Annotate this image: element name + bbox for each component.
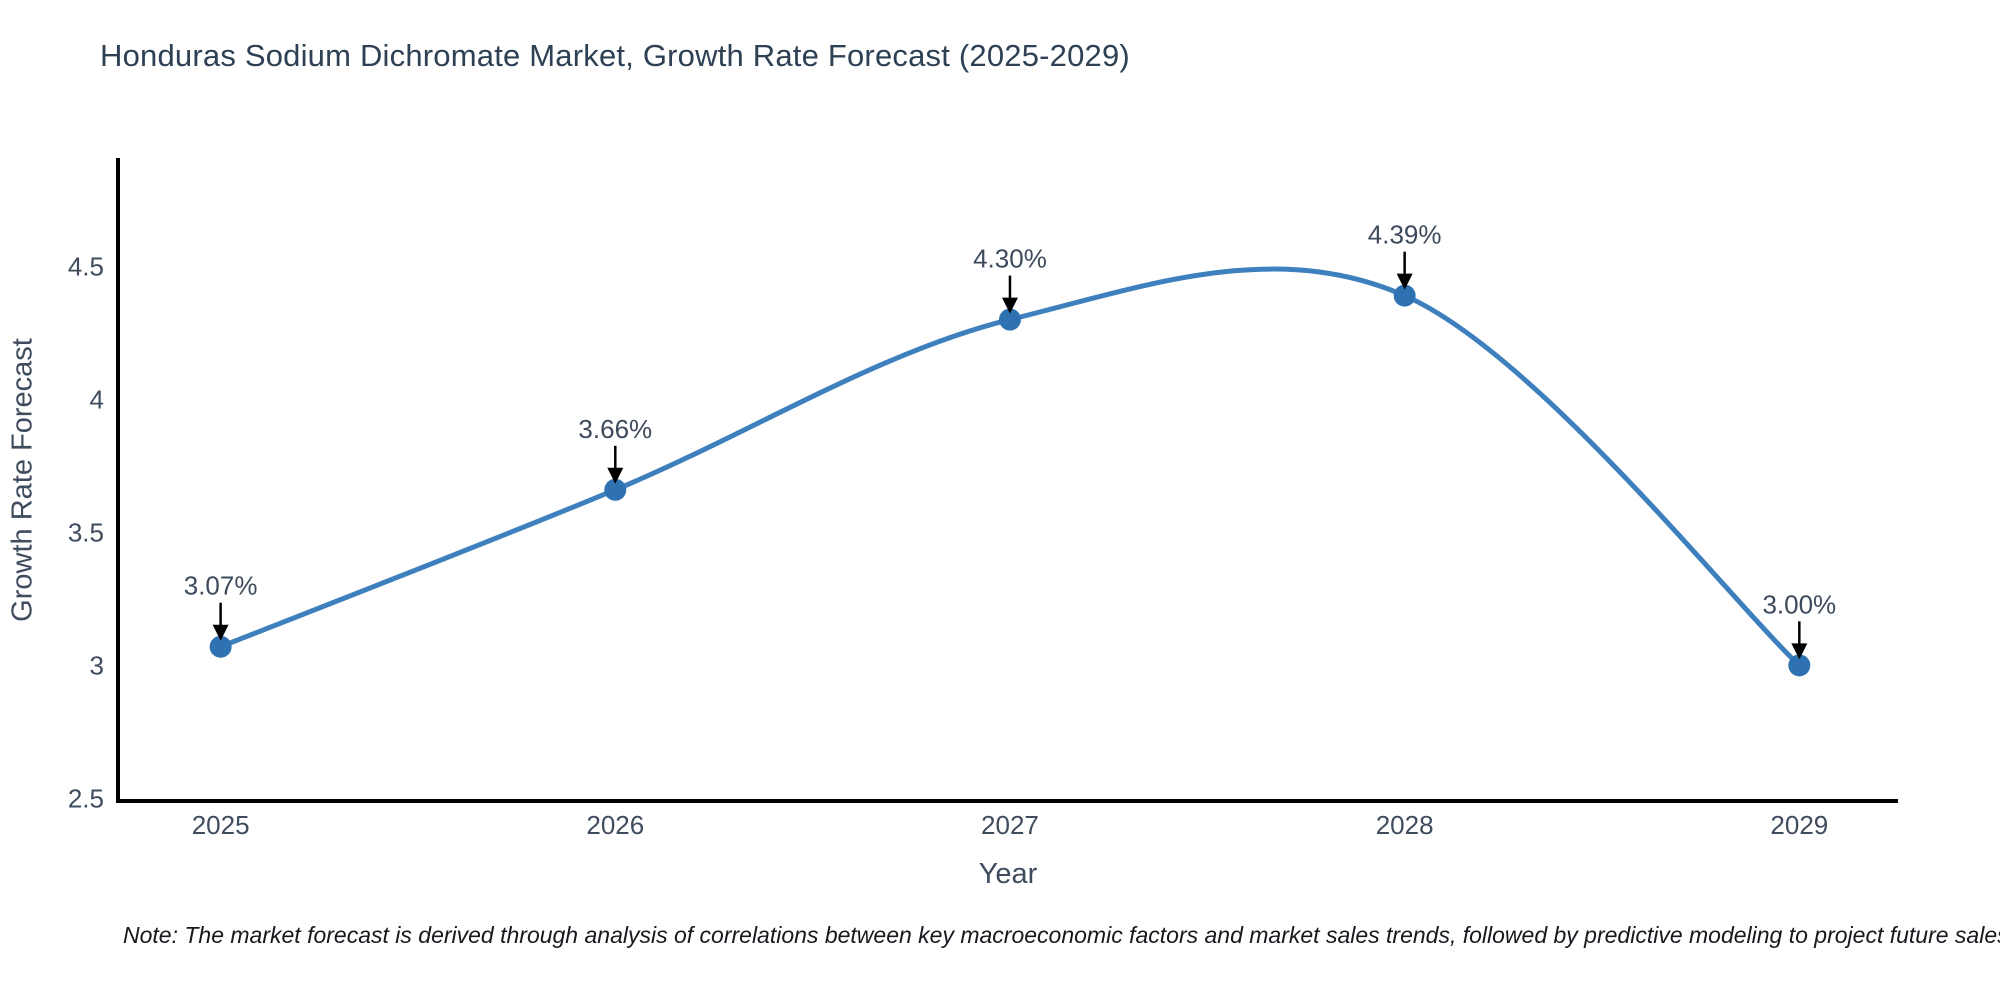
y-tick-label: 2.5: [68, 783, 104, 813]
y-tick-label: 4.5: [68, 251, 104, 281]
annotation-arrow-head: [1396, 273, 1413, 290]
data-point-marker: [998, 308, 1021, 331]
data-point-label: 4.39%: [1368, 220, 1442, 250]
annotation-arrow-head: [212, 624, 229, 641]
x-tick-label: 2029: [1770, 810, 1828, 840]
data-point-label: 3.00%: [1762, 589, 1836, 619]
annotation-arrow-head: [1001, 297, 1018, 314]
annotation-arrow-head: [1791, 643, 1808, 660]
y-tick-label: 4: [90, 384, 104, 414]
data-point-marker: [1393, 284, 1416, 307]
data-point-marker: [1788, 654, 1811, 677]
x-tick-label: 2026: [586, 810, 644, 840]
x-tick-label: 2027: [981, 810, 1039, 840]
x-axis-title: Year: [978, 858, 1038, 890]
chart-title: Honduras Sodium Dichromate Market, Growt…: [100, 38, 1130, 73]
data-point-label: 3.07%: [184, 571, 258, 601]
data-point-marker: [604, 478, 627, 501]
y-axis-title: Growth Rate Forecast: [6, 338, 39, 622]
y-tick-label: 3: [90, 650, 104, 680]
footnote: Note: The market forecast is derived thr…: [123, 922, 2000, 948]
y-tick-label: 3.5: [68, 517, 104, 547]
data-point-label: 4.30%: [973, 244, 1047, 274]
x-tick-label: 2028: [1376, 810, 1434, 840]
x-tick-label: 2025: [192, 810, 250, 840]
data-point-label: 3.66%: [578, 414, 652, 444]
annotation-arrow-head: [607, 467, 624, 484]
data-point-marker: [209, 635, 232, 658]
